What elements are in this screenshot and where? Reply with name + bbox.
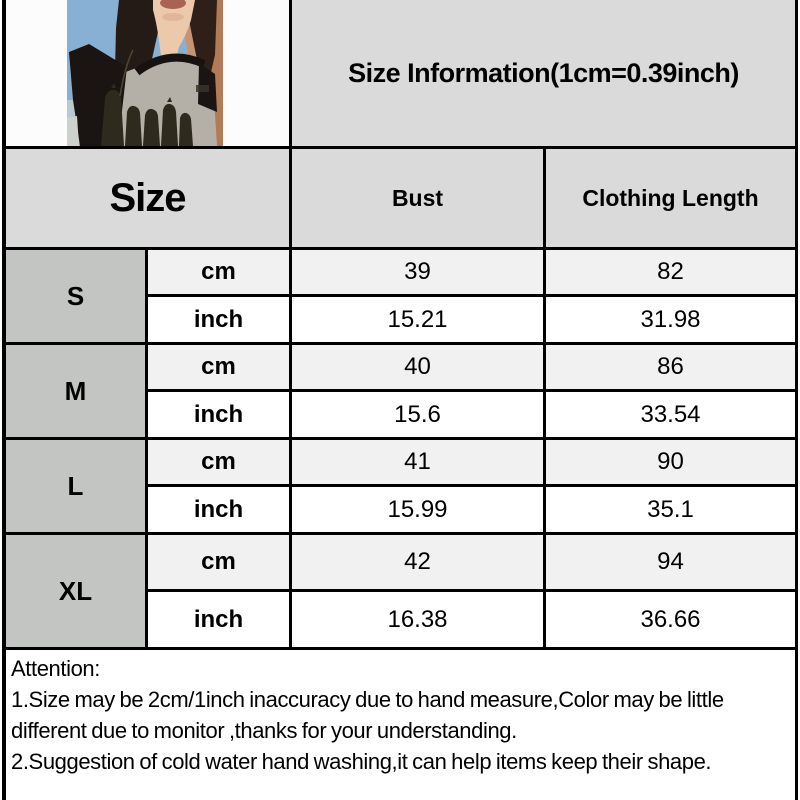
size-label-m: M	[6, 345, 145, 437]
value-l-inch-bust: 15.99	[292, 487, 543, 532]
attention-section: Attention: 1.Size may be 2cm/1inch inacc…	[6, 650, 795, 800]
value-m-inch-length: 33.54	[546, 392, 795, 437]
unit-label-cm: cm	[148, 440, 289, 484]
unit-label-cm: cm	[148, 250, 289, 294]
size-label-xl: XL	[6, 535, 145, 647]
value-s-inch-bust: 15.21	[292, 297, 543, 342]
value-s-inch-length: 31.98	[546, 297, 795, 342]
unit-label-inch: inch	[148, 487, 289, 532]
unit-label-inch: inch	[148, 392, 289, 437]
size-label-l: L	[6, 440, 145, 532]
unit-label-cm: cm	[148, 535, 289, 589]
value-m-inch-bust: 15.6	[292, 392, 543, 437]
size-info-title-cell: Size Information(1cm=0.39inch)	[292, 0, 795, 146]
value-s-cm-length: 82	[546, 250, 795, 294]
value-l-cm-bust: 41	[292, 440, 543, 484]
value-xl-cm-length: 94	[546, 535, 795, 589]
unit-label-inch: inch	[148, 297, 289, 342]
value-xl-inch-length: 36.66	[546, 592, 795, 647]
column-header-size: Size	[6, 149, 289, 247]
unit-label-cm: cm	[148, 345, 289, 389]
value-l-cm-length: 90	[546, 440, 795, 484]
product-photo-cell	[6, 0, 289, 146]
value-xl-inch-bust: 16.38	[292, 592, 543, 647]
attention-note-1: 1.Size may be 2cm/1inch inaccuracy due t…	[11, 687, 724, 743]
product-photo	[67, 0, 223, 146]
attention-heading: Attention:	[11, 656, 100, 681]
unit-label-inch: inch	[148, 592, 289, 647]
column-header-bust: Bust	[292, 149, 543, 247]
value-m-cm-bust: 40	[292, 345, 543, 389]
attention-note-2: 2.Suggestion of cold water hand washing,…	[11, 749, 712, 774]
value-l-inch-length: 35.1	[546, 487, 795, 532]
size-label-s: S	[6, 250, 145, 342]
value-s-cm-bust: 39	[292, 250, 543, 294]
size-info-title: Size Information(1cm=0.39inch)	[348, 57, 739, 88]
column-header-clothing-length: Clothing Length	[546, 149, 795, 247]
value-m-cm-length: 86	[546, 345, 795, 389]
value-xl-cm-bust: 42	[292, 535, 543, 589]
